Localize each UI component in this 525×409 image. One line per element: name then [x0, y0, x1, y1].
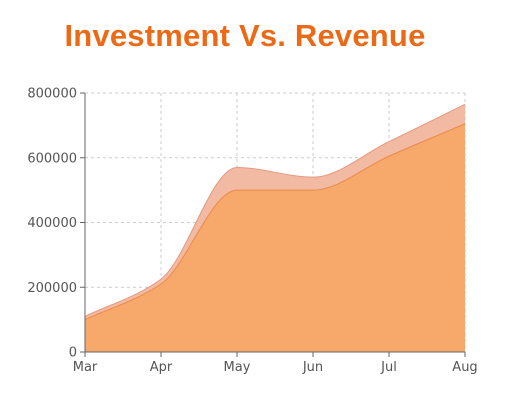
- y-tick-label-1: 200000: [27, 281, 77, 296]
- y-tick-label-3: 600000: [27, 151, 77, 166]
- series-1-area: [85, 123, 465, 352]
- series-0-line: [84, 103, 466, 317]
- x-tick-label-4: Jul: [380, 360, 397, 375]
- x-tick-label-3: Jun: [302, 360, 323, 375]
- x-tick-label-5: Aug: [452, 360, 477, 375]
- series-1-line: [84, 123, 466, 321]
- x-tick-label-1: Apr: [150, 360, 173, 375]
- x-tick-label-0: Mar: [73, 360, 98, 375]
- axis-layer: [80, 92, 466, 357]
- y-tick-label-0: 0: [69, 346, 77, 361]
- series-layer: [84, 103, 466, 352]
- y-tick-label-4: 800000: [27, 87, 77, 102]
- x-tick-label-2: May: [224, 360, 251, 375]
- chart-title: Investment Vs. Revenue: [64, 18, 426, 53]
- y-tick-label-2: 400000: [27, 216, 77, 231]
- label-layer: 0 200000 400000 600000 800000 Mar Apr May Jun Jul…: [27, 87, 477, 376]
